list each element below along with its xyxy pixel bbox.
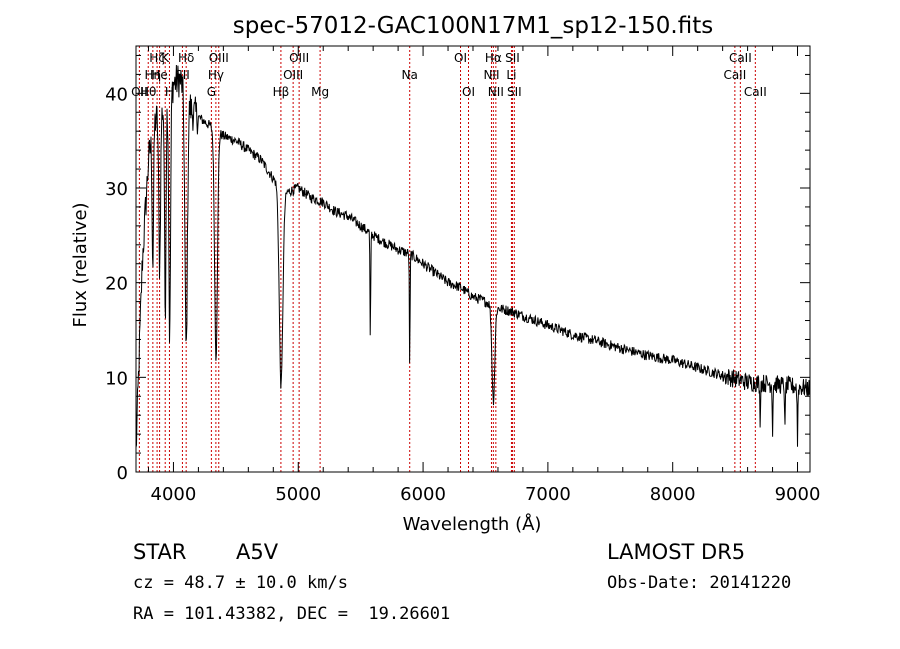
observation-date: Obs-Date: 20141220 — [607, 573, 792, 593]
line-label: OIII — [283, 68, 303, 82]
emission-line-markers — [138, 46, 756, 472]
line-label: Hθ — [140, 85, 156, 99]
redshift-velocity: cz = 48.7 ± 10.0 km/s — [133, 573, 348, 593]
object-class: STAR — [133, 540, 187, 564]
line-label: CaII — [744, 85, 767, 99]
y-axis-ticks: 0 10 20 30 40 — [105, 54, 810, 484]
x-tick-label: 6000 — [400, 484, 446, 505]
line-label: OII — [131, 85, 148, 99]
line-label: CaII — [723, 68, 746, 82]
line-label: NII — [483, 68, 499, 82]
line-label: OI — [454, 51, 467, 65]
coordinates: RA = 101.43382, DEC = 19.26601 — [133, 604, 451, 624]
line-label: NII — [488, 85, 504, 99]
y-tick-label: 30 — [105, 179, 128, 200]
line-label: Hζ — [149, 51, 165, 65]
x-tick-label: 7000 — [525, 484, 571, 505]
line-label: Hη — [145, 68, 162, 82]
survey-label: LAMOST DR5 — [607, 540, 746, 564]
line-label: Na — [402, 68, 418, 82]
line-label: OI — [462, 85, 475, 99]
y-axis-label: Flux (relative) — [70, 202, 91, 327]
line-label: OIII — [289, 51, 309, 65]
line-label: G — [207, 85, 216, 99]
object-subclass: A5V — [236, 540, 279, 564]
line-label: SII — [507, 85, 522, 99]
line-label: He — [151, 68, 167, 82]
line-label: Mg — [311, 85, 329, 99]
y-tick-label: 20 — [105, 274, 128, 295]
x-axis-label: Wavelength (Å) — [403, 513, 542, 535]
line-label: Hβ — [273, 85, 290, 99]
line-label: K — [161, 51, 170, 65]
y-tick-label: 0 — [117, 463, 128, 484]
x-tick-label: 4000 — [151, 484, 197, 505]
chart-title: spec-57012-GAC100N17M1_sp12-150.fits — [233, 13, 713, 39]
y-tick-label: 40 — [105, 84, 128, 105]
line-label: OIII — [209, 51, 229, 65]
line-label: Hα — [485, 51, 502, 65]
line-label: SII — [505, 51, 520, 65]
line-label: Hδ — [178, 51, 194, 65]
line-label: H — [165, 85, 174, 99]
line-label: CaII — [729, 51, 752, 65]
x-tick-label: 8000 — [650, 484, 696, 505]
spectrum-line — [135, 64, 811, 448]
line-label: Li — [506, 68, 516, 82]
x-axis-ticks: 4000 5000 6000 7000 8000 9000 — [147, 46, 821, 505]
x-tick-label: 9000 — [775, 484, 821, 505]
y-tick-label: 10 — [105, 368, 128, 389]
line-label: Hγ — [208, 68, 224, 82]
plot-frame — [135, 45, 811, 473]
x-tick-label: 5000 — [275, 484, 321, 505]
